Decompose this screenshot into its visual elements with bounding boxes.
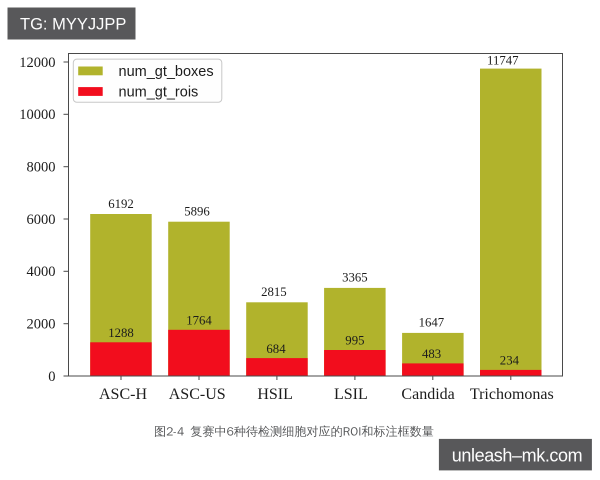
- svg-text:995: 995: [345, 334, 364, 348]
- svg-text:5896: 5896: [184, 205, 210, 219]
- svg-text:Trichomonas: Trichomonas: [470, 386, 554, 403]
- svg-text:2000: 2000: [27, 317, 56, 333]
- svg-text:num_gt_rois: num_gt_rois: [119, 84, 199, 100]
- svg-text:684: 684: [266, 342, 286, 356]
- svg-text:1288: 1288: [108, 326, 134, 340]
- svg-text:234: 234: [500, 354, 520, 368]
- svg-text:1647: 1647: [419, 316, 445, 330]
- svg-text:HSIL: HSIL: [257, 386, 293, 403]
- svg-text:4000: 4000: [27, 264, 56, 280]
- svg-text:unleash–mk.com: unleash–mk.com: [452, 445, 582, 465]
- svg-text:12000: 12000: [19, 55, 55, 71]
- svg-text:ASC-US: ASC-US: [169, 386, 226, 403]
- svg-text:ASC-H: ASC-H: [99, 386, 147, 403]
- svg-text:LSIL: LSIL: [334, 386, 368, 403]
- svg-text:2815: 2815: [261, 285, 287, 299]
- svg-text:483: 483: [422, 347, 441, 361]
- svg-text:Candida: Candida: [401, 386, 454, 403]
- svg-text:num_gt_boxes: num_gt_boxes: [119, 64, 214, 80]
- svg-text:8000: 8000: [27, 160, 56, 176]
- svg-text:1764: 1764: [186, 314, 212, 328]
- svg-text:6000: 6000: [27, 212, 56, 228]
- svg-text:3365: 3365: [342, 271, 368, 285]
- svg-text:6192: 6192: [108, 197, 134, 211]
- svg-text:0: 0: [48, 369, 55, 385]
- svg-text:11747: 11747: [487, 54, 519, 68]
- svg-text:TG: MYYJJPP: TG: MYYJJPP: [20, 16, 126, 34]
- svg-text:10000: 10000: [19, 107, 55, 123]
